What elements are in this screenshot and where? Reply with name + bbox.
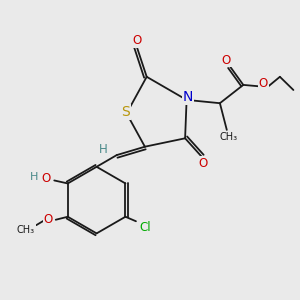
- Text: S: S: [121, 105, 130, 119]
- Text: O: O: [259, 76, 268, 90]
- Text: CH₃: CH₃: [219, 131, 237, 142]
- Text: O: O: [44, 213, 53, 226]
- Text: N: N: [183, 90, 193, 104]
- Text: O: O: [222, 53, 231, 67]
- Text: O: O: [199, 157, 208, 170]
- Text: H: H: [99, 142, 108, 156]
- Text: H: H: [30, 172, 38, 182]
- Text: O: O: [132, 34, 141, 47]
- Text: O: O: [41, 172, 51, 185]
- Text: CH₃: CH₃: [17, 225, 35, 235]
- Text: Cl: Cl: [139, 221, 151, 234]
